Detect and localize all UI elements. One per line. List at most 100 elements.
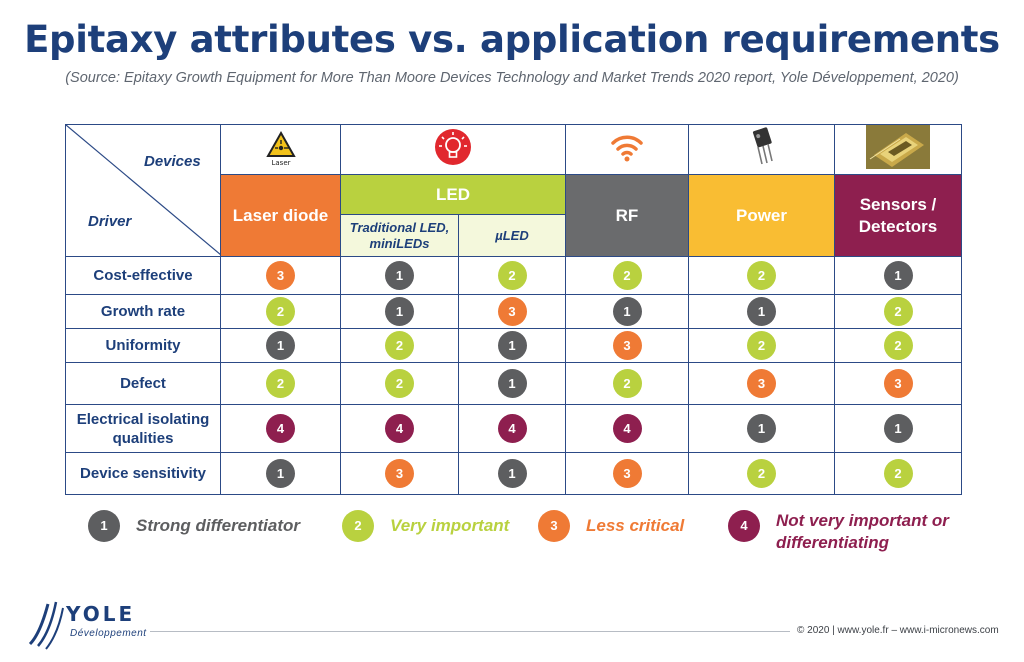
- power-icon-cell: [688, 124, 835, 175]
- legend-badge: 4: [728, 510, 760, 542]
- header-traditional-led: Traditional LED, miniLEDs: [340, 214, 459, 257]
- rating-cell: 1: [458, 362, 566, 405]
- rating-badge: 3: [385, 459, 414, 488]
- rating-badge: 1: [747, 414, 776, 443]
- rating-cell: 2: [834, 328, 962, 363]
- rating-cell: 1: [834, 404, 962, 453]
- rating-cell: 1: [565, 294, 689, 329]
- laser-warning-icon: Laser: [265, 130, 296, 167]
- rating-cell: 3: [688, 362, 835, 405]
- wifi-icon: [611, 135, 643, 162]
- rating-cell: 2: [565, 362, 689, 405]
- rating-cell: 3: [565, 328, 689, 363]
- laser-icon-caption: Laser: [271, 159, 290, 167]
- legend-item: 2 Very important: [342, 510, 532, 544]
- rating-badge: 1: [612, 297, 642, 326]
- sensors-icon-cell: [834, 124, 962, 175]
- rating-badge: 4: [266, 414, 295, 443]
- header-sensors-detectors: Sensors / Detectors: [834, 174, 962, 257]
- table-row: Defect 2 2 1 2 3 3: [65, 362, 962, 405]
- rating-badge: 1: [385, 297, 414, 326]
- rating-badge: 2: [747, 459, 776, 488]
- rating-badge: 3: [497, 297, 527, 326]
- rating-cell: 1: [688, 294, 835, 329]
- transistor-icon: [752, 127, 773, 165]
- legend-badge: 3: [538, 510, 570, 542]
- rating-badge: 1: [266, 459, 295, 488]
- devices-label: Devices: [144, 153, 201, 170]
- footer-divider: [150, 631, 790, 632]
- rating-cell: 1: [458, 452, 566, 495]
- rating-badge: 3: [883, 369, 913, 398]
- table-row: Uniformity 1 2 1 3 2 2: [65, 328, 962, 363]
- rating-cell: 2: [688, 256, 835, 295]
- legend-label: Less critical: [586, 516, 685, 535]
- rating-cell: 2: [340, 362, 459, 405]
- table-body: Cost-effective 3 1 2 2 2 1 Growth rate 2 1 3 1 1 2 Uni…: [65, 256, 962, 495]
- table-row: Electrical isolating qualities 4 4 4 4 1 1: [65, 404, 962, 453]
- rating-cell: 1: [220, 328, 341, 363]
- copyright-text: © 2020 | www.yole.fr – www.i-micronews.c…: [797, 625, 999, 636]
- row-label: Defect: [65, 362, 221, 405]
- legend-badge: 2: [342, 510, 374, 542]
- rating-badge: 1: [497, 459, 527, 488]
- rating-cell: 1: [340, 294, 459, 329]
- row-label: Cost-effective: [65, 256, 221, 295]
- legend-item: 4 Not very important or differentiating: [728, 510, 988, 552]
- led-icon-cell: [340, 124, 566, 175]
- rating-cell: 2: [688, 452, 835, 495]
- table-corner: Devices Driver: [65, 124, 221, 257]
- chip-sensor-icon: [866, 125, 930, 169]
- header-micro-led: µLED: [458, 214, 566, 257]
- rating-cell: 2: [834, 452, 962, 495]
- rating-badge: 1: [883, 261, 913, 290]
- rating-badge: 2: [612, 261, 642, 290]
- header-laser-diode: Laser diode: [220, 174, 341, 257]
- rating-cell: 3: [220, 256, 341, 295]
- legend-item: 1 Strong differentiator: [88, 510, 328, 544]
- rating-badge: 2: [747, 261, 776, 290]
- driver-label: Driver: [88, 213, 132, 230]
- header-power: Power: [688, 174, 835, 257]
- rating-badge: 4: [497, 414, 527, 443]
- rating-badge: 3: [747, 369, 776, 398]
- legend-label: Strong differentiator: [136, 516, 301, 535]
- page-title: Epitaxy attributes vs. application requi…: [24, 18, 1000, 61]
- rating-badge: 3: [612, 459, 642, 488]
- rating-cell: 2: [565, 256, 689, 295]
- attributes-table: Devices Driver Laser: [65, 124, 962, 495]
- rating-cell: 1: [340, 256, 459, 295]
- rating-cell: 4: [565, 404, 689, 453]
- rating-badge: 4: [612, 414, 642, 443]
- rating-cell: 3: [565, 452, 689, 495]
- led-bulb-icon: [435, 129, 471, 165]
- rating-badge: 1: [385, 261, 414, 290]
- rating-badge: 2: [883, 297, 913, 326]
- rating-cell: 2: [834, 294, 962, 329]
- table-row: Cost-effective 3 1 2 2 2 1: [65, 256, 962, 295]
- legend-item: 3 Less critical: [538, 510, 713, 544]
- rf-icon-cell: [565, 124, 689, 175]
- rating-badge: 2: [883, 459, 913, 488]
- row-label: Electrical isolating qualities: [65, 404, 221, 453]
- rating-cell: 4: [340, 404, 459, 453]
- rating-cell: 1: [220, 452, 341, 495]
- source-note: (Source: Epitaxy Growth Equipment for Mo…: [65, 70, 959, 86]
- logo-name: YOLE: [66, 602, 136, 626]
- rating-badge: 3: [266, 261, 295, 290]
- rating-cell: 4: [220, 404, 341, 453]
- laser-icon-cell: Laser: [220, 124, 341, 175]
- rating-badge: 1: [747, 297, 776, 326]
- row-label: Growth rate: [65, 294, 221, 329]
- rating-cell: 1: [458, 328, 566, 363]
- rating-cell: 2: [340, 328, 459, 363]
- rating-cell: 2: [688, 328, 835, 363]
- rating-badge: 2: [385, 369, 414, 398]
- rating-badge: 2: [266, 297, 295, 326]
- yole-logo-mark: [28, 601, 64, 650]
- legend-badge: 1: [88, 510, 120, 542]
- rating-cell: 2: [220, 362, 341, 405]
- rating-cell: 1: [834, 256, 962, 295]
- rating-badge: 2: [747, 331, 776, 360]
- header-led: LED: [340, 174, 566, 215]
